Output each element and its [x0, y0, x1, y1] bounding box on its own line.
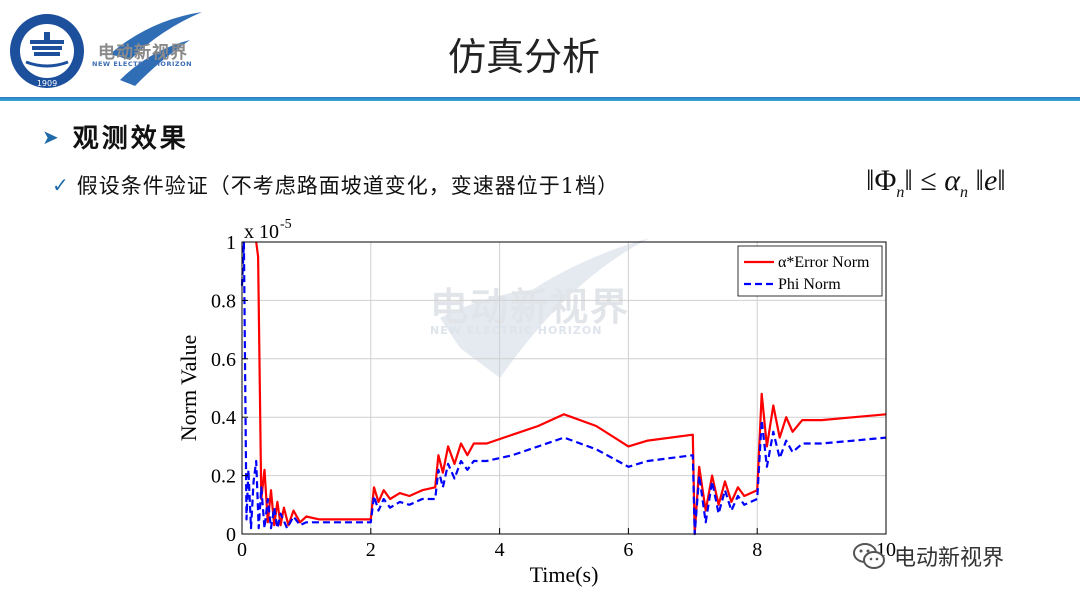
plot-frame — [241, 241, 887, 535]
sub-bullet: ✓ 假设条件验证（不考虑路面坡道变化，变速器位于1档） — [52, 170, 619, 200]
formula-phi: Φ — [874, 164, 897, 197]
formula-subscript-n: n — [896, 184, 905, 201]
x-tick-label: 2 — [366, 539, 376, 561]
x-axis-title: Time(s) — [530, 562, 599, 587]
chart-legend: α*Error Norm Phi Norm — [737, 245, 883, 297]
y-tick-label: 0.8 — [211, 290, 236, 312]
y-scale-exponent: -5 — [280, 217, 292, 232]
y-tick-label: 0 — [226, 524, 236, 546]
seal-year: 1909 — [37, 79, 57, 88]
x-tick-label: 6 — [623, 539, 633, 561]
chart-series — [240, 240, 887, 536]
series-line-phi-norm — [240, 240, 887, 536]
sub-bullet-text: 假设条件验证（不考虑路面坡道变化，变速器位于1档） — [76, 174, 620, 198]
formula-subscript-n2: n — [960, 184, 969, 201]
x-tick-label: 4 — [495, 539, 505, 561]
checkmark-icon: ✓ — [52, 173, 69, 197]
footer-text: 电动新视界 — [894, 546, 1005, 571]
inequality-formula: ‖Φn‖ ≤ αn ‖e‖ — [866, 164, 1006, 201]
wechat-icon — [853, 543, 885, 569]
legend-label: α*Error Norm — [778, 254, 870, 271]
y-tick-label: 0.2 — [211, 466, 236, 488]
legend-label: Phi Norm — [778, 276, 841, 293]
watermark-en: NEW ELECTRIC HORIZON — [430, 324, 603, 337]
formula-le: ≤ — [920, 164, 937, 197]
watermark: 电动新视界 NEW ELECTRIC HORIZON — [420, 228, 660, 398]
header-logos: 1909 电动新视界 NEW ELECTRIC HORIZON — [6, 6, 206, 92]
x-tick-label: 8 — [752, 539, 762, 561]
brand-name-en: NEW ELECTRIC HORIZON — [92, 60, 193, 68]
y-tick-label: 0.6 — [211, 349, 236, 371]
y-scale-note: x 10 — [244, 221, 279, 243]
university-seal-icon: 1909 — [10, 14, 84, 88]
y-axis-title: Norm Value — [176, 335, 201, 442]
section-heading: ➤ 观测效果 — [42, 118, 189, 155]
watermark-cn: 电动新视界 — [430, 285, 631, 329]
brand-name-cn: 电动新视界 — [98, 43, 188, 63]
triangle-bullet-icon: ➤ — [42, 124, 59, 149]
page-title: 仿真分析 — [448, 35, 601, 79]
y-tick-label: 0.4 — [211, 407, 236, 429]
footer-brand: 电动新视界 — [852, 540, 1004, 572]
y-tick-label: 1 — [226, 232, 236, 254]
formula-e: e — [983, 164, 998, 197]
header-divider — [0, 97, 1080, 101]
watermark-swoosh-icon — [440, 238, 650, 378]
x-tick-label: 0 — [237, 539, 247, 561]
brand-logo: 电动新视界 NEW ELECTRIC HORIZON — [90, 10, 206, 90]
section-heading-text: 观测效果 — [72, 124, 189, 154]
legend-box — [737, 245, 883, 297]
brand-swoosh-icon — [110, 12, 202, 86]
formula-alpha: α — [944, 164, 961, 197]
